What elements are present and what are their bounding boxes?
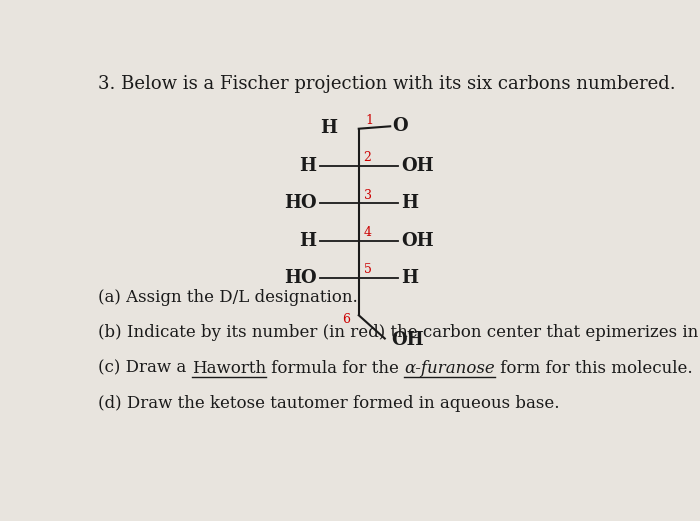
Text: H: H bbox=[300, 232, 316, 250]
Text: form for this molecule.: form for this molecule. bbox=[495, 360, 692, 377]
Text: H: H bbox=[401, 269, 418, 287]
Text: 2: 2 bbox=[363, 152, 372, 165]
Text: 4: 4 bbox=[363, 226, 372, 239]
Text: OH: OH bbox=[391, 331, 424, 349]
Text: O: O bbox=[393, 117, 408, 135]
Text: α-furanose: α-furanose bbox=[404, 360, 495, 377]
Text: HO: HO bbox=[284, 269, 316, 287]
Text: 3: 3 bbox=[363, 189, 372, 202]
Text: 1: 1 bbox=[366, 114, 374, 127]
Text: (d) Draw the ketose tautomer formed in aqueous base.: (d) Draw the ketose tautomer formed in a… bbox=[98, 395, 560, 412]
Text: OH: OH bbox=[401, 232, 434, 250]
Text: H: H bbox=[401, 194, 418, 213]
Text: HO: HO bbox=[284, 194, 316, 213]
Text: 3. Below is a Fischer projection with its six carbons numbered.: 3. Below is a Fischer projection with it… bbox=[98, 75, 676, 93]
Text: 6: 6 bbox=[342, 313, 350, 326]
Text: H: H bbox=[320, 118, 337, 137]
Text: Haworth: Haworth bbox=[192, 360, 266, 377]
Text: (a) Assign the D/L designation.: (a) Assign the D/L designation. bbox=[98, 289, 358, 306]
Text: formula for the: formula for the bbox=[266, 360, 404, 377]
Text: 5: 5 bbox=[363, 264, 372, 277]
Text: (c) Draw a: (c) Draw a bbox=[98, 360, 192, 377]
Text: H: H bbox=[300, 157, 316, 175]
Text: OH: OH bbox=[401, 157, 434, 175]
Text: (b) Indicate by its number (in red) the carbon center that epimerizes in aqueous: (b) Indicate by its number (in red) the … bbox=[98, 325, 700, 341]
